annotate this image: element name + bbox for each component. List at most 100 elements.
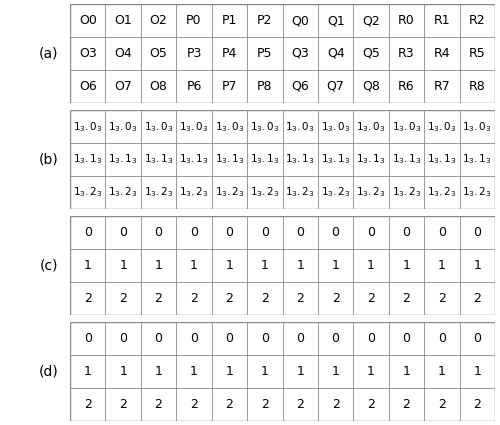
Text: 0: 0 <box>154 226 162 239</box>
Text: 1: 1 <box>402 365 410 378</box>
Text: 0: 0 <box>474 226 482 239</box>
Text: $1_{3}.2_{3}$: $1_{3}.2_{3}$ <box>179 185 209 199</box>
Text: $1_{3}.1_{3}$: $1_{3}.1_{3}$ <box>144 153 174 166</box>
Text: 1: 1 <box>296 259 304 272</box>
Text: P1: P1 <box>222 14 237 27</box>
Text: $1_{3}.0_{3}$: $1_{3}.0_{3}$ <box>179 120 209 133</box>
Text: 0: 0 <box>190 226 198 239</box>
Text: 2: 2 <box>190 292 198 305</box>
Text: 2: 2 <box>84 292 92 305</box>
Text: $1_{3}.2_{3}$: $1_{3}.2_{3}$ <box>392 185 422 199</box>
Text: (a): (a) <box>39 46 58 60</box>
Text: $1_{3}.0_{3}$: $1_{3}.0_{3}$ <box>108 120 138 133</box>
Text: 0: 0 <box>226 332 234 345</box>
Text: 2: 2 <box>438 398 446 411</box>
Text: $1_{3}.2_{3}$: $1_{3}.2_{3}$ <box>214 185 244 199</box>
Text: P6: P6 <box>186 80 202 93</box>
Text: 1: 1 <box>438 259 446 272</box>
Text: P5: P5 <box>257 47 272 60</box>
Text: $1_{3}.0_{3}$: $1_{3}.0_{3}$ <box>356 120 386 133</box>
Text: 1: 1 <box>226 365 234 378</box>
Text: 0: 0 <box>296 332 304 345</box>
Text: 1: 1 <box>367 365 375 378</box>
Text: 2: 2 <box>474 292 481 305</box>
Text: R6: R6 <box>398 80 415 93</box>
Text: P8: P8 <box>257 80 272 93</box>
Text: 1: 1 <box>154 365 162 378</box>
Text: Q6: Q6 <box>292 80 309 93</box>
Text: P7: P7 <box>222 80 237 93</box>
Text: 2: 2 <box>332 292 340 305</box>
Text: 0: 0 <box>154 332 162 345</box>
Text: 1: 1 <box>84 259 92 272</box>
Text: 0: 0 <box>438 226 446 239</box>
Text: 0: 0 <box>474 332 482 345</box>
Text: 1: 1 <box>190 365 198 378</box>
Text: 0: 0 <box>438 332 446 345</box>
Text: Q0: Q0 <box>292 14 309 27</box>
Text: O8: O8 <box>150 80 168 93</box>
Text: O1: O1 <box>114 14 132 27</box>
Text: 2: 2 <box>119 292 127 305</box>
Text: $1_{3}.1_{3}$: $1_{3}.1_{3}$ <box>392 153 422 166</box>
Text: R0: R0 <box>398 14 415 27</box>
Text: $1_{3}.0_{3}$: $1_{3}.0_{3}$ <box>286 120 315 133</box>
Text: R1: R1 <box>434 14 450 27</box>
Text: 1: 1 <box>154 259 162 272</box>
Text: O5: O5 <box>150 47 168 60</box>
Text: $1_{3}.2_{3}$: $1_{3}.2_{3}$ <box>462 185 492 199</box>
Text: O2: O2 <box>150 14 168 27</box>
Text: 0: 0 <box>367 226 375 239</box>
Text: 0: 0 <box>402 226 410 239</box>
Text: P3: P3 <box>186 47 202 60</box>
Text: 2: 2 <box>402 292 410 305</box>
Text: 1: 1 <box>119 365 127 378</box>
Text: 0: 0 <box>84 332 92 345</box>
Text: R7: R7 <box>434 80 450 93</box>
Text: 2: 2 <box>474 398 481 411</box>
Text: $1_{3}.2_{3}$: $1_{3}.2_{3}$ <box>356 185 386 199</box>
Text: 1: 1 <box>332 365 340 378</box>
Text: $1_{3}.2_{3}$: $1_{3}.2_{3}$ <box>321 185 350 199</box>
Text: Q5: Q5 <box>362 47 380 60</box>
Text: 2: 2 <box>296 292 304 305</box>
Text: 1: 1 <box>226 259 234 272</box>
Text: 1: 1 <box>261 259 268 272</box>
Text: 0: 0 <box>84 226 92 239</box>
Text: 2: 2 <box>119 398 127 411</box>
Text: 1: 1 <box>402 259 410 272</box>
Text: 0: 0 <box>296 226 304 239</box>
Text: (c): (c) <box>40 258 58 272</box>
Text: $1_{3}.1_{3}$: $1_{3}.1_{3}$ <box>286 153 315 166</box>
Text: (d): (d) <box>39 365 58 379</box>
Text: (b): (b) <box>39 153 58 167</box>
Text: 0: 0 <box>367 332 375 345</box>
Text: P2: P2 <box>257 14 272 27</box>
Text: 2: 2 <box>84 398 92 411</box>
Text: $1_{3}.0_{3}$: $1_{3}.0_{3}$ <box>321 120 350 133</box>
Text: 0: 0 <box>261 332 269 345</box>
Text: 0: 0 <box>332 332 340 345</box>
Text: $1_{3}.1_{3}$: $1_{3}.1_{3}$ <box>321 153 350 166</box>
Text: 0: 0 <box>332 226 340 239</box>
Text: $1_{3}.2_{3}$: $1_{3}.2_{3}$ <box>286 185 315 199</box>
Text: $1_{3}.1_{3}$: $1_{3}.1_{3}$ <box>462 153 492 166</box>
Text: $1_{3}.0_{3}$: $1_{3}.0_{3}$ <box>73 120 102 133</box>
Text: 2: 2 <box>402 398 410 411</box>
Text: 2: 2 <box>190 398 198 411</box>
Text: O6: O6 <box>79 80 96 93</box>
Text: $1_{3}.1_{3}$: $1_{3}.1_{3}$ <box>427 153 456 166</box>
Text: Q1: Q1 <box>327 14 344 27</box>
Text: 1: 1 <box>332 259 340 272</box>
Text: Q4: Q4 <box>327 47 344 60</box>
Text: $1_{3}.0_{3}$: $1_{3}.0_{3}$ <box>427 120 456 133</box>
Text: O0: O0 <box>79 14 96 27</box>
Text: 0: 0 <box>226 226 234 239</box>
Text: 0: 0 <box>402 332 410 345</box>
Text: Q2: Q2 <box>362 14 380 27</box>
Text: 2: 2 <box>261 292 268 305</box>
Text: 1: 1 <box>474 365 481 378</box>
Text: 2: 2 <box>438 292 446 305</box>
Text: 1: 1 <box>296 365 304 378</box>
Text: 2: 2 <box>367 398 375 411</box>
